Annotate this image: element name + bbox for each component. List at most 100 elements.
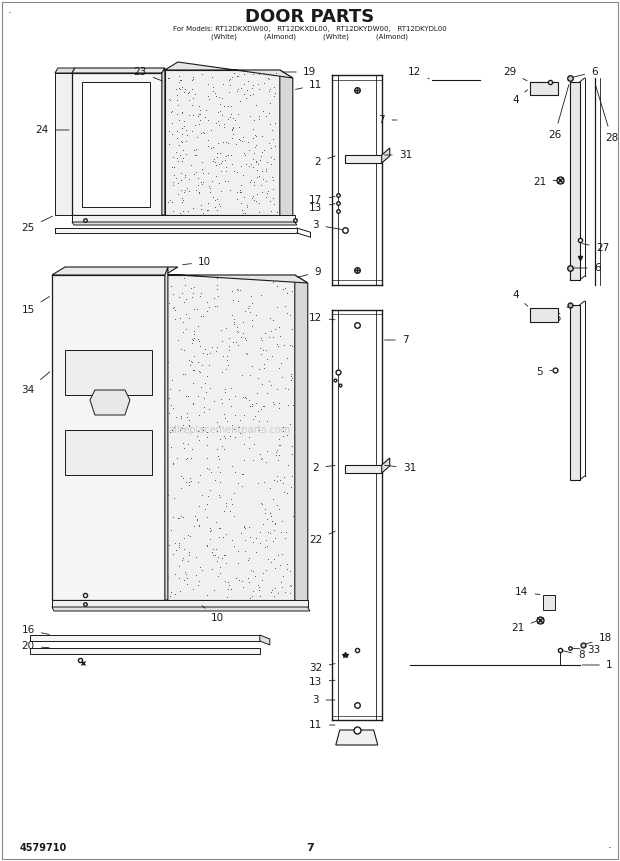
Point xyxy=(180,367,190,381)
Point xyxy=(169,457,179,471)
Point xyxy=(254,169,264,183)
Point xyxy=(254,109,264,123)
Point xyxy=(182,181,192,195)
Point xyxy=(275,574,285,588)
Point xyxy=(251,530,261,544)
Point xyxy=(178,368,188,381)
Text: 13: 13 xyxy=(309,677,335,687)
Point xyxy=(266,141,276,155)
Point xyxy=(228,293,237,307)
Text: 12: 12 xyxy=(408,67,429,79)
Point xyxy=(187,336,197,350)
Point xyxy=(183,204,193,218)
Point xyxy=(220,431,230,445)
Point xyxy=(235,413,245,427)
Point xyxy=(265,72,275,86)
Point xyxy=(176,481,186,495)
Point xyxy=(257,66,267,80)
Point xyxy=(220,548,230,562)
Point xyxy=(262,444,272,458)
Point xyxy=(176,166,186,180)
Point xyxy=(270,322,280,336)
Point xyxy=(224,85,234,99)
Point xyxy=(235,183,245,197)
Text: 4: 4 xyxy=(512,90,528,105)
Point xyxy=(209,292,219,306)
Point xyxy=(285,338,294,352)
Point xyxy=(249,193,259,207)
Point xyxy=(166,105,176,119)
Point xyxy=(276,356,286,370)
Text: 29: 29 xyxy=(503,67,527,81)
Point xyxy=(245,305,255,319)
Point xyxy=(177,127,187,141)
Point xyxy=(221,555,231,569)
Point xyxy=(188,582,198,596)
Point xyxy=(287,439,297,453)
Polygon shape xyxy=(165,275,308,283)
Point xyxy=(229,313,239,326)
Point xyxy=(169,151,179,164)
Point xyxy=(166,382,175,396)
Point xyxy=(174,332,184,346)
Point xyxy=(184,475,193,489)
Point xyxy=(260,506,270,520)
Point xyxy=(261,164,271,178)
Point xyxy=(239,146,249,159)
Point xyxy=(174,139,184,152)
Point xyxy=(175,183,185,197)
Point xyxy=(210,194,220,208)
Point xyxy=(252,371,262,385)
Point xyxy=(234,133,244,146)
Point xyxy=(221,135,231,149)
Point xyxy=(273,548,283,562)
Point xyxy=(208,545,218,559)
Point xyxy=(236,526,246,540)
Point xyxy=(193,389,203,403)
Point xyxy=(259,357,269,371)
Point xyxy=(245,89,255,102)
Point xyxy=(267,350,277,363)
Point xyxy=(236,330,246,344)
Point xyxy=(283,398,293,412)
Point xyxy=(197,67,207,81)
Point xyxy=(165,425,175,439)
Point xyxy=(268,276,278,289)
Point xyxy=(206,523,216,536)
Point xyxy=(172,131,182,145)
Point xyxy=(280,530,290,544)
Point xyxy=(213,550,223,564)
Point xyxy=(288,509,298,523)
Point xyxy=(173,98,183,112)
Point xyxy=(189,325,199,338)
Point xyxy=(239,437,249,450)
Text: 10: 10 xyxy=(202,605,224,623)
Point xyxy=(266,555,276,569)
Point xyxy=(179,119,189,133)
Point xyxy=(210,86,219,100)
Point xyxy=(169,420,179,434)
Point xyxy=(270,517,280,531)
Point xyxy=(164,391,174,405)
Text: 17: 17 xyxy=(309,195,335,205)
Point xyxy=(162,456,172,470)
Point xyxy=(254,362,264,376)
Text: 22: 22 xyxy=(309,531,335,545)
Point xyxy=(247,589,257,603)
Point xyxy=(167,548,177,561)
Point xyxy=(274,320,284,334)
Text: DOOR PARTS: DOOR PARTS xyxy=(245,8,374,26)
Point xyxy=(193,170,203,184)
Text: 26: 26 xyxy=(548,84,569,140)
Point xyxy=(170,303,180,317)
Point xyxy=(219,505,229,518)
Point xyxy=(254,476,264,490)
Polygon shape xyxy=(52,607,310,611)
Point xyxy=(255,496,265,510)
Point xyxy=(167,178,177,192)
Point xyxy=(244,143,254,157)
Point xyxy=(223,349,232,362)
Point xyxy=(164,71,174,84)
Point xyxy=(194,433,204,447)
Point xyxy=(250,139,260,153)
